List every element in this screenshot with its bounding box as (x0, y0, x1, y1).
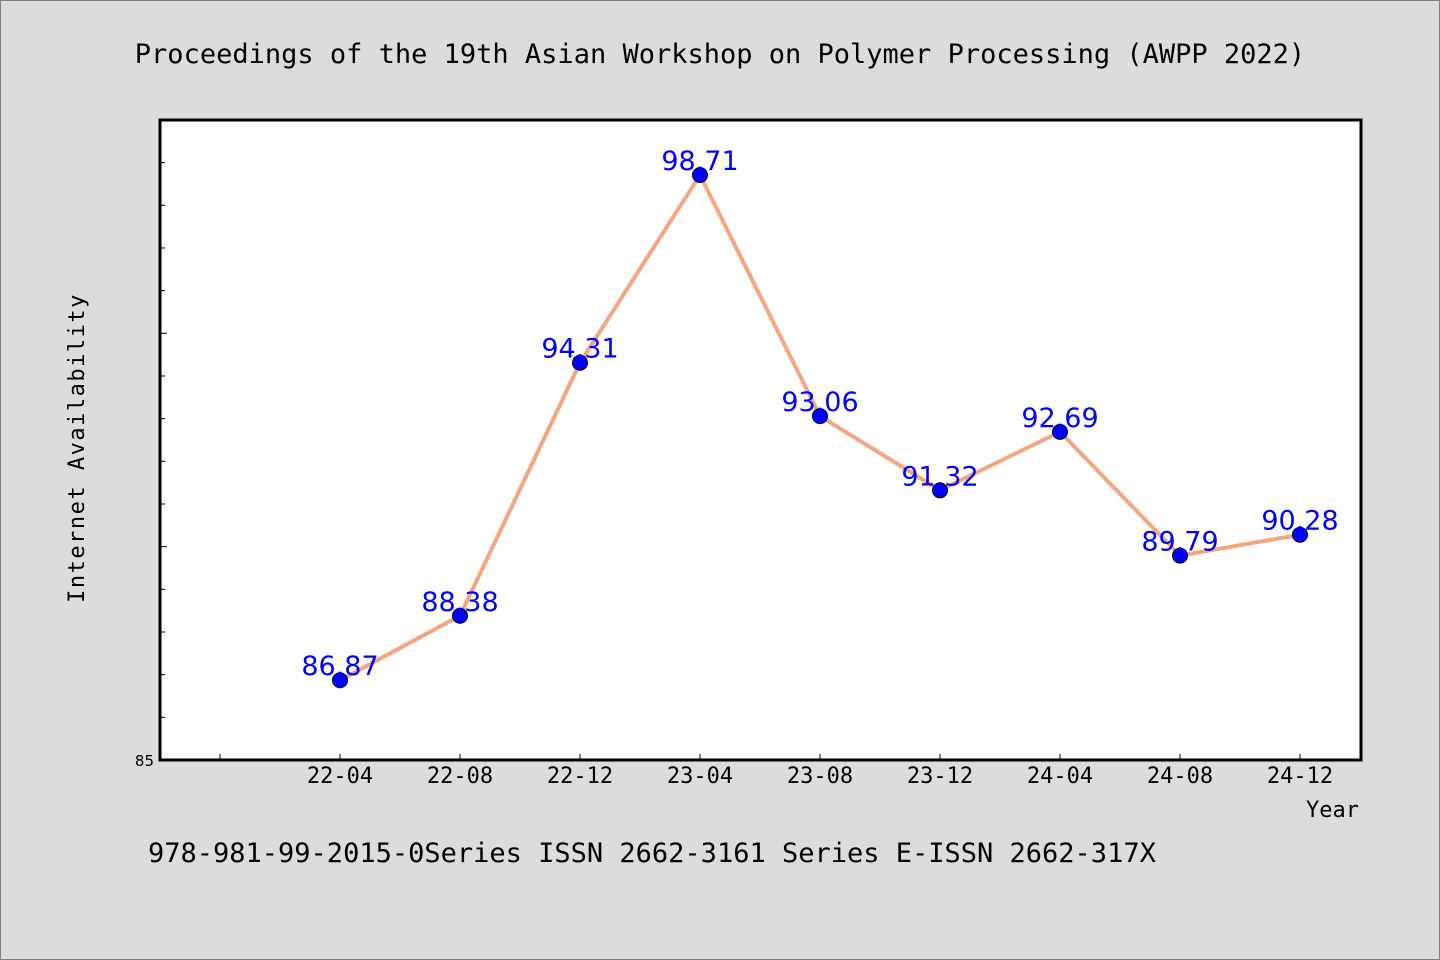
y-tick-label: 85 (135, 752, 154, 770)
x-axis-ticks: 22-04 22-08 22-12 23-04 23-08 23-12 24-04 24-08… (219, 754, 1333, 789)
plot-area (160, 120, 1361, 760)
x-tick-label: 23-04 (667, 764, 733, 789)
x-tick-label: 22-08 (427, 764, 493, 789)
data-point (932, 482, 948, 499)
data-label: 90.28 (1261, 506, 1338, 537)
data-label: 93.06 (781, 387, 858, 418)
data-label: 86.87 (301, 651, 378, 682)
data-point (692, 166, 708, 183)
x-tick-label: 24-08 (1147, 764, 1213, 789)
chart-title: Proceedings of the 19th Asian Workshop o… (135, 39, 1305, 70)
x-tick-label: 23-08 (787, 764, 853, 789)
data-label: 98.71 (661, 146, 738, 177)
series-group: 86.87 88.38 94.31 98.71 93.06 91.32 92.69 89.79… (301, 146, 1339, 689)
x-tick-label: 23-12 (907, 764, 973, 789)
x-axis-label: Year (1306, 798, 1359, 823)
data-point (812, 408, 828, 425)
plot-border (158, 118, 1363, 762)
footer-text: 978-981-99-2015-0Series ISSN 2662-3161 S… (148, 838, 1156, 869)
data-label: 88.38 (421, 587, 498, 618)
data-point (572, 354, 588, 371)
x-tick-label: 24-04 (1027, 764, 1093, 789)
data-label: 89.79 (1141, 527, 1218, 558)
x-tick-label: 22-12 (547, 764, 613, 789)
data-point (452, 607, 468, 624)
data-label: 94.31 (541, 334, 618, 365)
data-point (1292, 526, 1308, 543)
data-label: 92.69 (1021, 403, 1098, 434)
x-tick-label: 24-12 (1267, 764, 1333, 789)
data-label: 91.32 (901, 461, 978, 492)
x-tick-label: 22-04 (307, 764, 373, 789)
y-axis-label: Internet Availability (65, 293, 90, 603)
data-point (1172, 547, 1188, 564)
data-point (1052, 423, 1068, 440)
data-point (332, 672, 348, 689)
